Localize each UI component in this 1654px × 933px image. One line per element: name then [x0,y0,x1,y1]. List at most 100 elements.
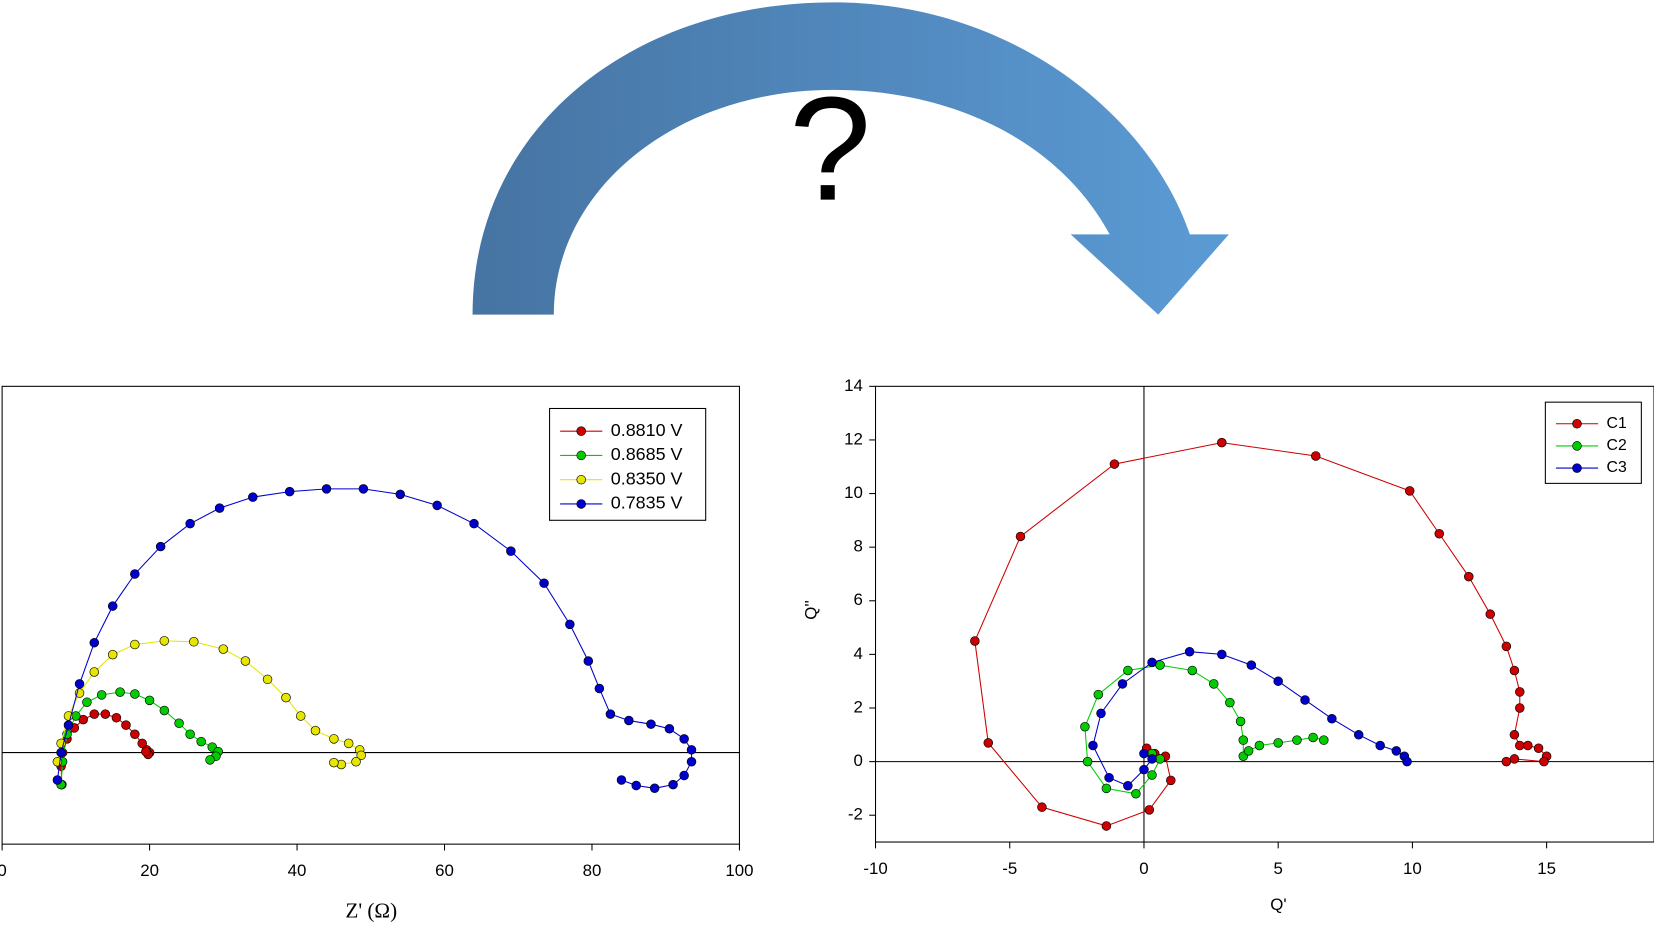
data-point [1515,740,1525,751]
data-point [506,546,516,556]
data-point [52,775,63,785]
data-point [284,486,295,497]
data-point [356,750,366,761]
x-axis-label: Z' (Ω) [345,899,397,923]
data-point [686,745,697,755]
y-tick-label: 2 [853,697,862,716]
legend-marker [1572,463,1582,473]
x-tick-label: 10 [1403,859,1422,878]
data-point [1509,730,1520,740]
data-point [679,734,689,744]
data-point [96,690,107,700]
data-point [295,711,306,721]
legend-label: C3 [1607,459,1627,476]
data-point [144,695,155,706]
data-point [189,637,199,647]
data-point [1144,805,1155,815]
x-tick-label: -10 [863,859,887,878]
data-point [432,500,442,511]
data-point [205,755,215,765]
data-point [107,601,118,611]
legend-marker [1572,441,1582,451]
y-tick-label: -2 [848,805,863,824]
data-point [679,770,689,781]
data-point [1123,780,1133,791]
legend-box [1544,401,1642,484]
data-point [605,709,616,719]
data-point [82,697,92,707]
plot-frame [874,385,1654,843]
x-tick-label: 0 [1139,859,1148,878]
series-line [1092,651,1408,787]
legend-label: C2 [1607,437,1627,454]
data-point [185,729,195,740]
data-point [196,736,206,747]
data-point [1501,756,1512,767]
x-tick-label: -5 [1002,859,1017,878]
data-point [1217,649,1227,660]
data-point [983,738,994,748]
data-point [1109,459,1120,469]
y-tick-label: 14 [844,376,863,395]
data-point [1353,730,1364,740]
data-point [159,705,170,716]
y-tick-label: 0 [853,751,862,770]
data-point [631,780,641,791]
data-point [1238,735,1249,745]
data-point [1235,716,1246,727]
data-point [1080,722,1090,732]
legend-label: 0.8810 V [611,420,683,440]
data-point [1515,703,1525,713]
y-axis-label: Q'' [802,600,821,620]
data-point [248,492,258,502]
data-point [111,713,122,723]
data-point [63,720,74,730]
data-point [1464,571,1474,582]
legend-marker [576,474,586,485]
data-point [1254,740,1265,751]
data-point [1391,746,1402,756]
data-point [1501,641,1512,652]
data-point [130,639,140,650]
legend-marker [576,426,586,436]
data-point [1509,754,1520,764]
data-point [1209,679,1219,689]
data-point [185,518,195,529]
question-mark: ? [789,67,871,232]
data-point [1015,531,1026,542]
data-point [321,484,332,494]
data-point [1101,783,1112,794]
data-point [107,649,118,660]
data-point [121,720,131,730]
legend-label: 0.8350 V [611,468,683,488]
legend-label: 0.7835 V [611,493,683,513]
curved-arrow [472,2,1229,315]
data-point [1300,695,1310,705]
series-line [56,488,693,789]
data-point [358,484,369,494]
data-point [1082,756,1093,767]
data-point [616,775,627,785]
data-point [1509,665,1520,676]
data-point [1308,732,1318,743]
data-point [539,578,549,588]
x-tick-label: 60 [435,861,454,880]
y-tick-label: 10 [844,483,863,502]
x-tick-label: 80 [583,861,602,880]
data-point [1273,676,1283,686]
x-tick-label: 20 [140,861,159,880]
data-point [1523,740,1533,751]
data-point [89,637,100,648]
data-point [100,709,111,719]
data-point [1273,738,1283,748]
data-point [159,636,170,646]
data-point [1375,740,1385,751]
data-point [469,518,479,529]
data-point [218,644,229,654]
y-tick-label: 4 [853,644,862,663]
data-point [1101,821,1112,831]
y-tick-label: 12 [844,429,863,448]
y-tick-label: 8 [853,537,862,556]
data-point [1402,756,1412,767]
data-point [1243,746,1254,756]
